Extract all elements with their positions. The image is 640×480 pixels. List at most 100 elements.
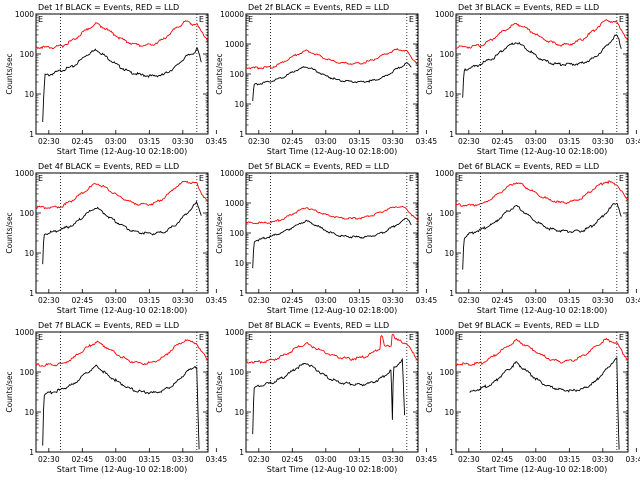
y-axis-label: Counts/sec: [215, 371, 224, 412]
x-axis-label: Start Time (12-Aug-10 02:18:00): [477, 465, 608, 474]
flag-label: E: [458, 15, 463, 24]
flag-label: E: [248, 333, 253, 342]
y-tick-label: 1000: [435, 328, 454, 337]
y-axis-label: Counts/sec: [215, 212, 224, 253]
flag-label: E: [619, 333, 624, 342]
y-tick-label: 1: [239, 130, 244, 139]
x-tick-label: 02:45: [491, 296, 513, 305]
y-tick-label: 1: [239, 448, 244, 457]
x-tick-label: 03:15: [139, 137, 161, 146]
lld-series-line: [245, 48, 419, 70]
x-tick-label: 03:30: [592, 137, 614, 146]
x-tick-label: 03:45: [416, 137, 438, 146]
y-tick-label: 10: [444, 90, 454, 99]
y-tick-label: 1: [29, 289, 34, 298]
y-tick-label: 10: [234, 259, 244, 268]
plot-title: Det 5f BLACK = Events, RED = LLD: [248, 162, 389, 171]
y-tick-label: 10: [444, 249, 454, 258]
x-tick-label: 02:30: [458, 137, 480, 146]
flag-label: E: [38, 333, 43, 342]
x-tick-label: 02:30: [458, 455, 480, 464]
lld-series-line: [35, 180, 209, 210]
x-axis-label: Start Time (12-Aug-10 02:18:00): [267, 306, 398, 315]
lld-series-line: [246, 333, 419, 364]
plot-frame: [35, 172, 209, 294]
y-tick-label: 1000: [15, 169, 34, 178]
x-tick-label: 03:30: [592, 296, 614, 305]
y-axis-label: Counts/sec: [5, 53, 14, 94]
flag-label: E: [409, 333, 414, 342]
x-tick-label: 02:45: [491, 137, 513, 146]
lld-series-line: [455, 180, 629, 207]
flag-label: E: [409, 174, 414, 183]
x-tick-label: 02:45: [491, 455, 513, 464]
x-tick-label: 02:30: [248, 296, 270, 305]
flag-label: E: [619, 174, 624, 183]
y-tick-label: 1: [29, 448, 34, 457]
flag-label: E: [38, 174, 43, 183]
x-axis-label: Start Time (12-Aug-10 02:18:00): [477, 147, 608, 156]
y-tick-label: 10: [24, 408, 34, 417]
x-tick-label: 03:00: [315, 296, 337, 305]
y-tick-label: 1: [239, 289, 244, 298]
x-tick-label: 03:30: [382, 296, 404, 305]
x-axis-label: Start Time (12-Aug-10 02:18:00): [267, 465, 398, 474]
detector-plot-6: Det 6f BLACK = Events, RED = LLD E E 1 10 100…: [425, 162, 640, 315]
y-tick-label: 1000: [435, 10, 454, 19]
x-tick-label: 03:30: [172, 455, 194, 464]
events-series-line: [252, 357, 406, 435]
x-tick-label: 03:15: [349, 137, 371, 146]
x-axis-label: Start Time (12-Aug-10 02:18:00): [267, 147, 398, 156]
x-tick-label: 03:15: [349, 296, 371, 305]
x-tick-label: 03:45: [626, 455, 640, 464]
y-tick-label: 1000: [225, 199, 244, 208]
x-tick-label: 03:45: [626, 137, 640, 146]
plot-frame: [35, 331, 209, 453]
lld-series-line: [35, 339, 209, 367]
x-tick-label: 03:00: [315, 455, 337, 464]
x-tick-label: 02:45: [281, 296, 303, 305]
y-tick-label: 1000: [435, 169, 454, 178]
events-series-line: [462, 202, 622, 270]
x-tick-label: 03:00: [105, 137, 127, 146]
x-tick-label: 02:45: [281, 137, 303, 146]
detector-plot-7: Det 7f BLACK = Events, RED = LLD E E 1 10 100…: [5, 321, 227, 474]
x-tick-label: 03:30: [592, 455, 614, 464]
x-tick-label: 03:00: [315, 137, 337, 146]
y-axis-label: Counts/sec: [5, 371, 14, 412]
y-tick-label: 1: [449, 448, 454, 457]
events-series-line: [42, 200, 202, 265]
y-tick-label: 100: [440, 50, 455, 59]
plot-title: Det 8f BLACK = Events, RED = LLD: [248, 321, 389, 330]
x-tick-label: 03:30: [172, 296, 194, 305]
x-tick-label: 03:00: [525, 455, 547, 464]
x-tick-label: 03:15: [559, 296, 581, 305]
y-tick-label: 1: [29, 130, 34, 139]
events-series-line: [469, 357, 620, 450]
y-tick-label: 10000: [220, 169, 244, 178]
detector-plot-1: Det 1f BLACK = Events, RED = LLD E E 1 10 100…: [5, 3, 227, 156]
plot-title: Det 4f BLACK = Events, RED = LLD: [38, 162, 179, 171]
x-tick-label: 02:45: [71, 455, 93, 464]
y-axis-label: Counts/sec: [5, 212, 14, 253]
flag-label: E: [38, 15, 43, 24]
x-tick-label: 03:15: [139, 455, 161, 464]
y-tick-label: 100: [20, 209, 35, 218]
events-series-line: [462, 34, 622, 98]
flag-label: E: [248, 174, 253, 183]
x-tick-label: 03:45: [206, 296, 228, 305]
events-series-line: [42, 364, 200, 450]
y-tick-label: 10: [234, 100, 244, 109]
y-tick-label: 100: [440, 368, 455, 377]
flag-label: E: [199, 15, 204, 24]
x-tick-label: 03:45: [626, 296, 640, 305]
lld-series-line: [35, 20, 209, 50]
x-tick-label: 02:30: [458, 296, 480, 305]
x-tick-label: 03:15: [349, 455, 371, 464]
plot-title: Det 6f BLACK = Events, RED = LLD: [458, 162, 599, 171]
x-tick-label: 02:45: [281, 455, 303, 464]
x-tick-label: 03:45: [416, 296, 438, 305]
x-tick-label: 02:30: [38, 455, 60, 464]
lld-series-line: [245, 205, 419, 225]
